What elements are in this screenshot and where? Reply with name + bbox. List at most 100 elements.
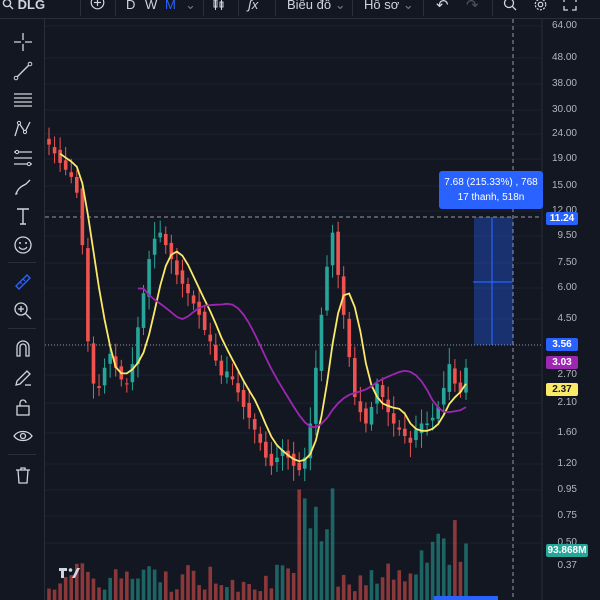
chevron-down-icon[interactable]: ⌄ (185, 0, 196, 12)
candles-icon[interactable] (212, 0, 226, 12)
chart-type-button[interactable]: Biểu đồ ⌄ (287, 0, 346, 12)
price-tick-label: 24.00 (551, 128, 577, 139)
candle-body (408, 437, 413, 443)
candle-body (52, 147, 57, 154)
ruler-icon[interactable] (12, 271, 34, 293)
candle-body (380, 385, 385, 398)
volume-bar (97, 587, 101, 600)
candle-body (258, 433, 263, 443)
crosshair-high-tag: 11.24 (546, 212, 578, 225)
candle-body (447, 364, 452, 392)
gear-icon[interactable] (533, 0, 548, 12)
candle-body (269, 453, 274, 466)
candle-body (219, 360, 224, 376)
zoom-search-icon[interactable] (503, 0, 517, 12)
measure-box (474, 217, 513, 345)
candle-body (136, 327, 140, 365)
trend-line-icon[interactable] (12, 60, 34, 82)
volume-bar (225, 587, 229, 600)
profile-button[interactable]: Hồ sơ ⌄ (364, 0, 414, 12)
price-tick-label: 0.75 (557, 510, 577, 521)
volume-bar (230, 579, 235, 600)
candle-body (158, 232, 162, 238)
price-tick-label: 0.95 (557, 484, 577, 495)
magnet-icon[interactable] (12, 338, 34, 360)
volume-bar (414, 574, 418, 600)
symbol-search[interactable]: DLG (2, 0, 45, 12)
ma-short-tag: 2.37 (546, 383, 578, 396)
horizontal-lines-icon[interactable] (12, 89, 34, 111)
candle-body (202, 311, 207, 330)
measure-change: 7.68 (215.33%) , 768 (444, 177, 538, 188)
volume-bar (202, 589, 207, 600)
candle-body (264, 441, 268, 458)
interval-m[interactable]: M (165, 0, 176, 12)
redo-icon[interactable]: ↷ (466, 0, 479, 14)
zoom-in-icon[interactable] (12, 300, 34, 322)
candle-body (302, 457, 307, 469)
indicators-icon[interactable]: ʃx (248, 0, 259, 12)
candle-body (441, 387, 446, 405)
plus-circle-icon (90, 0, 105, 10)
pencil-lock-icon[interactable] (12, 367, 34, 389)
candle-body (375, 383, 379, 404)
emoji-icon[interactable] (12, 234, 34, 256)
candle-body (330, 232, 335, 266)
fib-icon[interactable] (12, 147, 34, 169)
price-chart[interactable] (45, 19, 600, 600)
volume-bar (108, 577, 112, 600)
volume-bar (130, 578, 135, 600)
drawing-toolbar (0, 19, 45, 600)
volume-bar (325, 529, 329, 600)
volume-bar (397, 570, 402, 600)
volume-bar (375, 583, 379, 600)
candle-body (414, 429, 418, 441)
add-symbol-button[interactable] (90, 0, 105, 13)
candle-body (391, 413, 396, 424)
candle-body (319, 314, 324, 371)
symbol-label: DLG (17, 0, 46, 12)
price-tick-label: 0.37 (557, 560, 577, 571)
candle-body (63, 160, 68, 170)
lock-icon[interactable] (12, 396, 34, 418)
tradingview-logo[interactable] (58, 566, 82, 580)
price-tick-label: 9.50 (557, 230, 577, 241)
volume-bar (369, 570, 374, 600)
candle-body (130, 364, 135, 383)
candle-body (430, 417, 435, 421)
candle-body (275, 457, 279, 463)
divider (203, 0, 204, 16)
trash-icon[interactable] (12, 464, 34, 486)
volume-tag: 93.868M (546, 544, 588, 557)
search-icon (2, 0, 14, 10)
price-tick-label: 30.00 (551, 104, 577, 115)
candle-body (225, 371, 229, 378)
volume-bar (91, 578, 96, 600)
candle-body (91, 343, 96, 384)
fullscreen-icon[interactable] (563, 0, 577, 12)
candle-body (141, 293, 146, 328)
candle-body (358, 401, 363, 413)
candle-body (113, 356, 118, 368)
divider (115, 0, 116, 16)
undo-icon[interactable]: ↶ (436, 0, 449, 14)
volume-bar (141, 569, 146, 600)
interval-d[interactable]: D (126, 0, 136, 12)
interval-w[interactable]: W (145, 0, 158, 12)
candle-body (236, 383, 240, 393)
candle-body (108, 353, 112, 364)
brush-icon[interactable] (12, 176, 34, 198)
price-tick-label: 2.70 (557, 369, 577, 380)
volume-bar (264, 575, 268, 600)
divider (8, 328, 36, 329)
crosshair-icon[interactable] (12, 31, 34, 53)
candle-body (208, 334, 213, 342)
volume-bar (364, 585, 368, 600)
divider (275, 0, 276, 16)
volume-bar (214, 583, 218, 600)
eye-icon[interactable] (12, 425, 34, 447)
pattern-icon[interactable] (12, 118, 34, 140)
text-icon[interactable] (12, 205, 34, 227)
price-tick-label: 12.00 (551, 205, 577, 216)
volume-bar (163, 571, 168, 600)
